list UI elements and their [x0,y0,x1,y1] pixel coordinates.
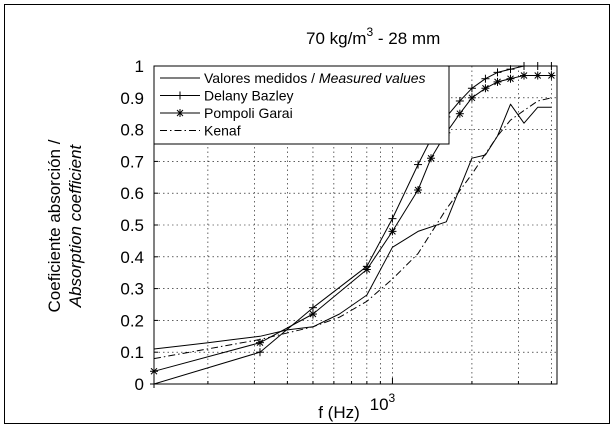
star-marker [176,109,184,117]
x-ticks: 103 [207,378,552,414]
legend-item: Valores medidos / Measured values [160,70,426,86]
x-axis-label: f (Hz) [318,403,360,422]
series-2 [150,71,556,376]
legend-label: Delany Bazley [204,88,294,104]
series-3 [153,97,552,360]
star-marker [427,154,436,163]
star-marker [308,310,317,319]
plus-marker [388,214,397,223]
legend-label: Valores medidos / Measured values [204,70,426,86]
star-marker [362,265,371,274]
y-tick-label: 0.1 [120,343,144,362]
legend-item: Kenaf [160,123,241,139]
plus-marker [255,348,264,357]
star-marker [547,71,556,80]
plus-marker [467,84,476,93]
x-tick-label-exp: 3 [389,391,396,405]
chart-title-rest: - 28 mm [373,29,440,48]
y-tick-label: 0.8 [120,121,144,140]
series-line [153,97,552,360]
legend: Valores medidos / Measured values Delany … [153,65,450,145]
series-0 [153,103,552,350]
star-marker [388,227,397,236]
y-ticks: 0 0.1 0.2 0.3 0.4 0.5 0.6 0.7 0.8 0.9 1 [120,57,158,394]
plus-marker [414,160,423,169]
x-tick-label-base: 10 [370,395,389,414]
legend-label: Pompoli Garai [204,105,293,121]
y-axis-label-line1: Coeficiente absorción / [45,139,64,312]
y-tick-label: 0.3 [120,280,144,299]
series-layer [150,62,556,388]
legend-label: Kenaf [204,123,241,139]
chart-title: 70 kg/m3 - 28 mm [306,25,440,48]
plus-marker [176,91,184,100]
y-tick-label: 0.4 [120,248,144,267]
star-marker [493,77,502,86]
series-line [153,75,552,372]
star-marker [455,109,464,118]
plus-marker [493,68,502,77]
legend-item: Delany Bazley [160,88,294,104]
y-tick-label: 0.6 [120,184,144,203]
plus-marker [481,74,490,83]
star-marker [520,71,529,80]
series-line [153,65,552,385]
series-line [153,103,552,350]
y-tick-label: 0.9 [120,89,144,108]
star-marker [533,71,542,80]
y-tick-label: 0 [135,375,144,394]
star-marker [481,84,490,93]
y-tick-label: 1 [135,57,144,76]
x-tick-label: 103 [370,391,396,414]
chart-title-sup: 3 [366,25,373,39]
legend-item: Pompoli Garai [160,105,293,121]
y-axis-label: Coeficiente absorción / Absorption coeff… [45,139,85,312]
plus-marker [455,96,464,105]
legend-box [153,65,450,145]
chart-title-main: 70 kg/m [306,29,366,48]
y-tick-label: 0.5 [120,216,144,235]
y-tick-label: 0.2 [120,311,144,330]
y-axis-label-line2: Absorption coefficient [66,143,85,308]
star-marker [414,186,423,195]
star-marker [255,338,264,347]
plus-marker [506,65,515,74]
star-marker [506,74,515,83]
star-marker [467,93,476,102]
y-tick-label: 0.7 [120,152,144,171]
